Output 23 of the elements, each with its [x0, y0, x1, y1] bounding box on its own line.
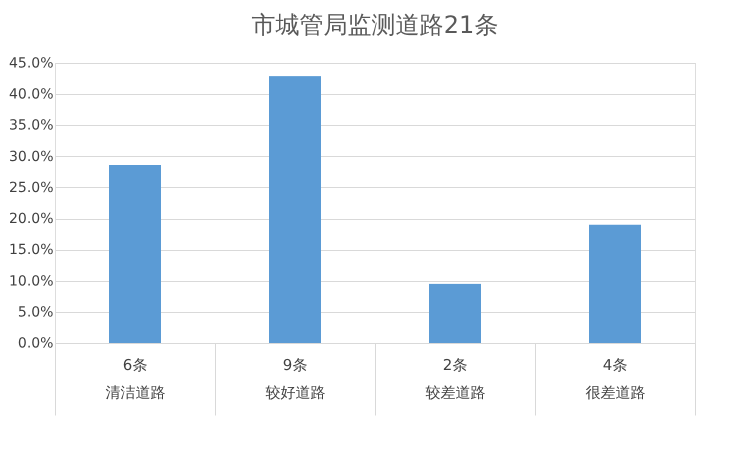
x-tick-label: 较差道路 [426, 384, 486, 402]
y-tick-label: 25.0% [9, 180, 54, 196]
bar [429, 284, 481, 343]
bar [269, 76, 321, 343]
y-tick-label: 15.0% [9, 242, 54, 258]
text: 6条 [122, 356, 148, 374]
text: 2条 [442, 356, 468, 374]
text: 9条 [282, 356, 308, 374]
text: 4条 [602, 356, 628, 374]
y-tick-label: 35.0% [9, 118, 54, 134]
y-tick-label: 40.0% [9, 86, 54, 103]
y-tick-label: 45.0% [9, 56, 54, 72]
x-tick-label: 清洁道路 [106, 384, 166, 402]
x-tick-label: 很差道路 [586, 384, 646, 402]
bar [589, 224, 641, 343]
y-tick-label: 20.0% [9, 211, 54, 228]
y-tick-label: 5.0% [18, 304, 54, 320]
x-tick-label: 较好道路 [266, 384, 326, 402]
bar [109, 165, 161, 343]
y-tick-label: 10.0% [9, 273, 54, 290]
chart-title: 市城管局监测道路21条 [252, 11, 498, 39]
y-tick-label: 30.0% [9, 148, 54, 165]
y-tick-label: 0.0% [18, 336, 54, 352]
